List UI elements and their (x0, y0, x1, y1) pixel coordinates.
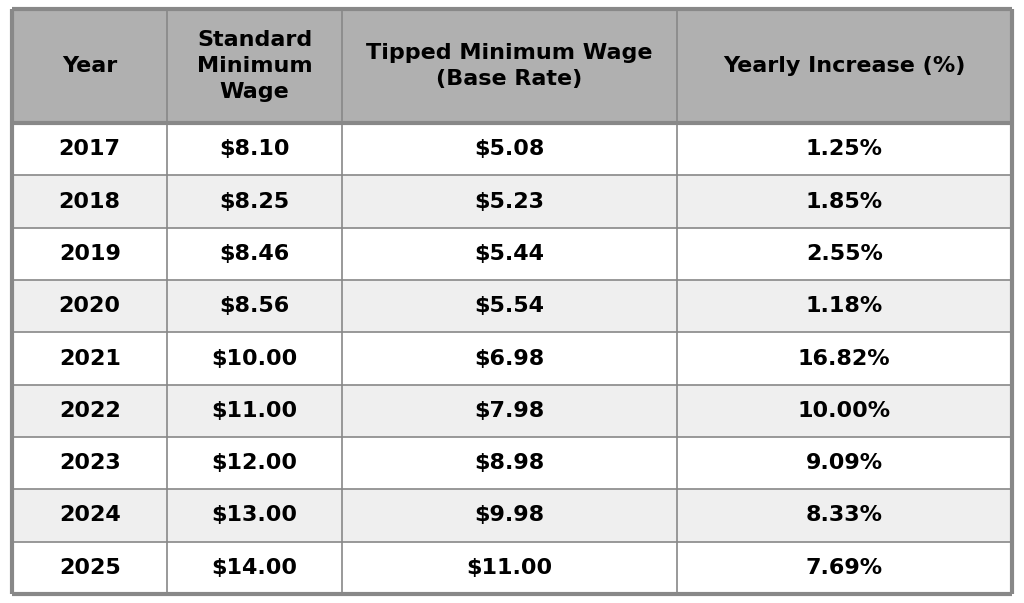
Text: 2023: 2023 (58, 453, 121, 473)
Text: $8.25: $8.25 (219, 192, 290, 212)
Text: 10.00%: 10.00% (798, 401, 891, 421)
Bar (677, 332, 1012, 385)
Bar (167, 489, 342, 541)
Text: 1.85%: 1.85% (806, 192, 883, 212)
Text: 7.69%: 7.69% (806, 558, 883, 578)
Bar (167, 175, 342, 228)
Text: 2020: 2020 (58, 296, 121, 316)
Text: 2025: 2025 (58, 558, 121, 578)
Text: 8.33%: 8.33% (806, 505, 883, 525)
Text: $7.98: $7.98 (474, 401, 545, 421)
Bar (167, 385, 342, 437)
Text: 9.09%: 9.09% (806, 453, 883, 473)
Text: 2024: 2024 (58, 505, 121, 525)
Bar (677, 385, 1012, 437)
Bar (167, 437, 342, 489)
Text: $14.00: $14.00 (212, 558, 298, 578)
Bar (342, 175, 677, 228)
Text: 1.25%: 1.25% (806, 139, 883, 159)
Text: $13.00: $13.00 (212, 505, 298, 525)
Bar (167, 123, 342, 175)
Bar (12, 489, 167, 541)
Bar (342, 9, 677, 123)
Text: 1.18%: 1.18% (806, 296, 883, 316)
Text: $5.08: $5.08 (474, 139, 545, 159)
Bar (677, 280, 1012, 332)
Text: $5.23: $5.23 (474, 192, 545, 212)
Bar (167, 280, 342, 332)
Bar (677, 228, 1012, 280)
Bar (677, 9, 1012, 123)
Text: 16.82%: 16.82% (798, 349, 891, 368)
Bar (677, 123, 1012, 175)
Bar (167, 332, 342, 385)
Bar (12, 541, 167, 594)
Text: $10.00: $10.00 (212, 349, 298, 368)
Text: 2022: 2022 (58, 401, 121, 421)
Bar (342, 541, 677, 594)
Bar (12, 437, 167, 489)
Text: 2018: 2018 (58, 192, 121, 212)
Text: $11.00: $11.00 (212, 401, 298, 421)
Bar (342, 123, 677, 175)
Bar (342, 332, 677, 385)
Text: $8.10: $8.10 (219, 139, 290, 159)
Bar (167, 541, 342, 594)
Text: 2019: 2019 (58, 244, 121, 264)
Bar (342, 489, 677, 541)
Text: $5.44: $5.44 (474, 244, 545, 264)
Text: $8.46: $8.46 (219, 244, 290, 264)
Bar (167, 228, 342, 280)
Bar (677, 489, 1012, 541)
Text: $11.00: $11.00 (467, 558, 553, 578)
Text: $6.98: $6.98 (474, 349, 545, 368)
Bar (12, 9, 167, 123)
Bar (167, 9, 342, 123)
Text: Tipped Minimum Wage
(Base Rate): Tipped Minimum Wage (Base Rate) (367, 43, 652, 89)
Bar (12, 385, 167, 437)
Bar (12, 175, 167, 228)
Text: 2021: 2021 (58, 349, 121, 368)
Text: Year: Year (62, 56, 118, 76)
Text: $12.00: $12.00 (212, 453, 298, 473)
Text: $9.98: $9.98 (474, 505, 545, 525)
Bar (677, 437, 1012, 489)
Bar (677, 175, 1012, 228)
Text: Standard
Minimum
Wage: Standard Minimum Wage (197, 31, 312, 102)
Bar (342, 280, 677, 332)
Bar (12, 123, 167, 175)
Bar (342, 437, 677, 489)
Text: $8.56: $8.56 (219, 296, 290, 316)
Bar (342, 385, 677, 437)
Bar (342, 228, 677, 280)
Text: 2017: 2017 (58, 139, 121, 159)
Text: $8.98: $8.98 (474, 453, 545, 473)
Bar (677, 541, 1012, 594)
Text: 2.55%: 2.55% (806, 244, 883, 264)
Bar (12, 228, 167, 280)
Text: $5.54: $5.54 (474, 296, 545, 316)
Bar (12, 332, 167, 385)
Bar (12, 280, 167, 332)
Text: Yearly Increase (%): Yearly Increase (%) (723, 56, 966, 76)
